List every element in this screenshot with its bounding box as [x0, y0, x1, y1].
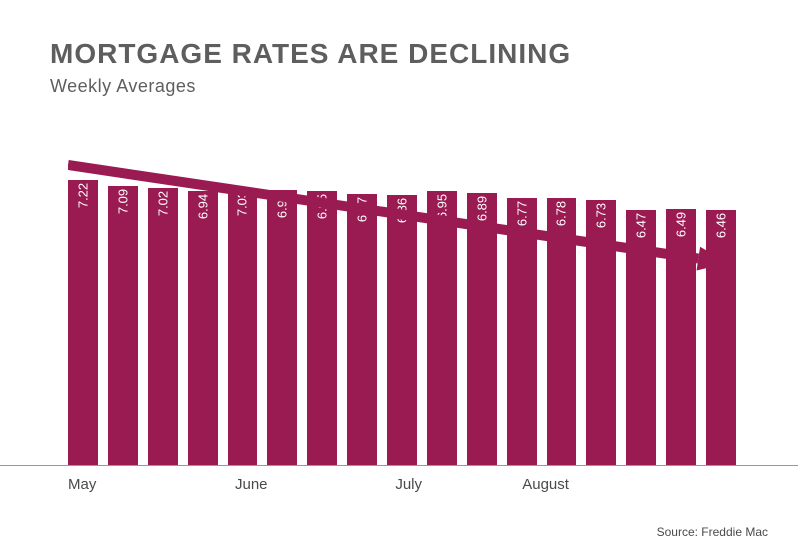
- bar: 6.89: [467, 193, 497, 465]
- x-tick-label: August: [522, 476, 569, 493]
- bar-value-label: 6.46: [713, 213, 728, 238]
- x-tick-label: June: [235, 476, 268, 493]
- bar-value-label: 7.02: [155, 191, 170, 216]
- bar: 7.22: [68, 180, 98, 465]
- bar-value-label: 6.94: [195, 194, 210, 219]
- bar-value-label: 7.09: [115, 188, 130, 213]
- bar-value-label: 7.22: [75, 183, 90, 208]
- source-attribution: Source: Freddie Mac: [657, 525, 768, 539]
- bar: 6.73: [586, 200, 616, 465]
- x-tick-label: July: [395, 476, 422, 493]
- bar-value-label: 6.49: [674, 212, 689, 237]
- bar: 6.86: [387, 195, 417, 465]
- bar: 7.03: [228, 188, 258, 465]
- bar: 7.02: [148, 188, 178, 465]
- bar: 6.78: [547, 198, 577, 465]
- bar: 6.77: [507, 198, 537, 465]
- bar-value-label: 6.87: [355, 197, 370, 222]
- bars-container: 7.22 7.09 7.02 6.94 7.03 6.99 6.95 6.87 6.86 6.95…: [68, 130, 736, 465]
- bar-value-label: 6.89: [474, 196, 489, 221]
- bar-value-label: 6.73: [594, 203, 609, 228]
- bar-value-label: 6.77: [514, 201, 529, 226]
- bar: 6.95: [307, 191, 337, 465]
- bar: 7.09: [108, 186, 138, 465]
- chart-title: MORTGAGE RATES ARE DECLINING: [50, 38, 571, 70]
- bar: 6.47: [626, 210, 656, 465]
- bar: 6.94: [188, 191, 218, 465]
- bar-value-label: 6.95: [315, 194, 330, 219]
- bar-value-label: 7.03: [235, 191, 250, 216]
- bar-value-label: 6.47: [634, 213, 649, 238]
- x-axis-labels: May June July August: [68, 476, 736, 500]
- bar: 6.49: [666, 209, 696, 465]
- bar: 6.95: [427, 191, 457, 465]
- bar-value-label: 6.86: [394, 197, 409, 222]
- bar: 6.46: [706, 210, 736, 465]
- bar-value-label: 6.95: [434, 194, 449, 219]
- chart-plot-area: 7.22 7.09 7.02 6.94 7.03 6.99 6.95 6.87 6.86 6.95…: [68, 130, 736, 465]
- x-tick-label: May: [68, 476, 96, 493]
- bar: 6.87: [347, 194, 377, 465]
- bar-value-label: 6.78: [554, 201, 569, 226]
- bar: 6.99: [267, 190, 297, 465]
- x-axis-line: [0, 465, 798, 466]
- chart-subtitle: Weekly Averages: [50, 76, 196, 97]
- bar-value-label: 6.99: [275, 192, 290, 217]
